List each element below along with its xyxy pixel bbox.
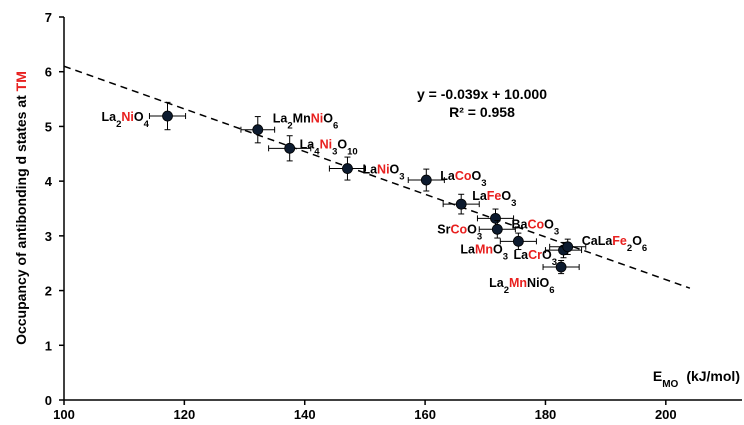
point-label: La2MnNiO6 (273, 112, 338, 132)
point-marker (562, 241, 574, 253)
y-tick-label: 6 (45, 65, 52, 80)
data-point (478, 220, 516, 239)
data-point (499, 232, 537, 251)
data-point (328, 156, 367, 181)
data-point (268, 135, 312, 162)
y-tick-label: 5 (45, 119, 52, 134)
point-marker (342, 163, 353, 174)
x-tick-label: 140 (294, 407, 316, 422)
trendline (63, 65, 691, 289)
point-label: CaLaFe2O6 (582, 234, 648, 254)
data-point (549, 238, 587, 255)
point-marker (512, 235, 524, 247)
plot-area (63, 17, 742, 401)
point-marker (252, 124, 264, 136)
point-label: La2NiO4 (102, 110, 150, 130)
x-axis-ticks: 100 120 140 160 180 200 (53, 400, 677, 422)
y-tick-label: 3 (45, 229, 52, 244)
x-tick-label: 100 (53, 407, 75, 422)
point-label: LaCoO3 (440, 169, 486, 189)
data-point (442, 193, 480, 215)
data-point (148, 101, 187, 131)
point-label: LaNiO3 (362, 163, 404, 183)
point-label: La4Ni3O10 (300, 137, 358, 157)
y-axis-label: Occupancy of antibonding d states at TM (13, 71, 29, 345)
x-tick-label: 180 (535, 407, 557, 422)
point-label: LaCrO3 (514, 248, 558, 268)
y-tick-label: 7 (45, 10, 52, 25)
fit-r-squared: R² = 0.958 (449, 104, 515, 120)
point-label: BaCoO3 (512, 217, 560, 237)
point-marker (455, 198, 467, 210)
x-tick-label: 160 (414, 407, 436, 422)
y-tick-label: 2 (45, 284, 52, 299)
point-marker (491, 223, 503, 235)
point-marker (490, 212, 501, 224)
data-point (240, 116, 276, 144)
point-marker (284, 142, 296, 154)
point-marker (555, 261, 567, 273)
y-tick-label: 4 (45, 174, 53, 189)
data-point (407, 168, 445, 192)
x-axis-label: EMO (kJ/mol) (653, 368, 740, 390)
x-tick-label: 200 (655, 407, 677, 422)
point-label: LaMnO3 (460, 242, 508, 261)
data-point (542, 259, 580, 275)
fit-equation: y = -0.039x + 10.000 (417, 86, 547, 102)
point-marker (420, 174, 432, 186)
y-axis-ticks: 0 1 2 3 4 5 6 7 (45, 10, 64, 408)
point-marker (162, 110, 173, 122)
x-tick-label: 120 (174, 407, 196, 422)
y-tick-label: 1 (45, 338, 52, 353)
point-label: LaFeO3 (472, 189, 516, 209)
y-tick-label: 0 (45, 393, 52, 408)
data-points (148, 101, 587, 275)
point-label: SrCoO3 (437, 222, 482, 242)
point-label: La2MnNiO6 (489, 276, 554, 296)
